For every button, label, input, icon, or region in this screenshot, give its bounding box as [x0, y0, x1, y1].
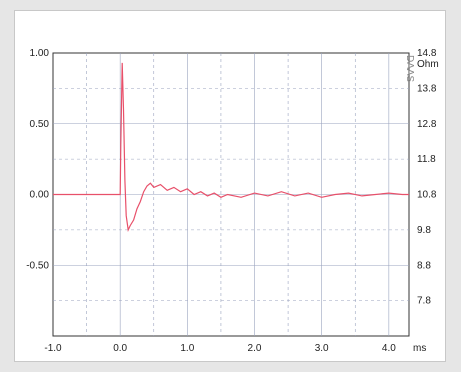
- y-right-tick-label: 13.8: [417, 83, 437, 94]
- series-line: [53, 62, 409, 232]
- y-tick-label: 0.00: [30, 190, 50, 201]
- daas-watermark: DAAS: [404, 55, 415, 83]
- x-tick-label: 1.0: [180, 343, 194, 354]
- x-axis-ticks: -1.0 0.0 1.0 2.0 3.0 4.0: [44, 343, 396, 354]
- y-right-tick-label: 14.8: [417, 48, 437, 59]
- y-right-tick-label: 12.8: [417, 119, 437, 130]
- x-axis-unit-label: ms: [413, 343, 426, 354]
- y-tick-label: 0.50: [30, 119, 50, 130]
- x-tick-label: 4.0: [382, 343, 396, 354]
- x-tick-label: -1.0: [44, 343, 62, 354]
- y-right-unit-label: Ohm: [417, 59, 439, 70]
- x-tick-label: 3.0: [315, 343, 329, 354]
- impulse-chart: -1.0 0.0 1.0 2.0 3.0 4.0 1.00 0.50 0.00 -0.50 14…: [26, 48, 439, 354]
- x-tick-label: 0.0: [113, 343, 127, 354]
- y-right-tick-label: 9.8: [417, 225, 431, 236]
- y-right-tick-label: 11.8: [417, 154, 436, 165]
- chart-frame: -1.0 0.0 1.0 2.0 3.0 4.0 1.00 0.50 0.00 -0.50 14…: [14, 10, 446, 362]
- y-tick-label: 1.00: [30, 48, 50, 59]
- y-right-axis-ticks: 14.8 13.8 12.8 11.8 10.8 9.8 8.8 7.8: [417, 48, 437, 307]
- y-axis-ticks: 1.00 0.50 0.00 -0.50: [26, 48, 49, 271]
- x-tick-label: 2.0: [248, 343, 262, 354]
- y-right-tick-label: 7.8: [417, 296, 431, 307]
- y-tick-label: -0.50: [26, 260, 49, 271]
- y-right-tick-label: 10.8: [417, 190, 437, 201]
- y-right-tick-label: 8.8: [417, 260, 431, 271]
